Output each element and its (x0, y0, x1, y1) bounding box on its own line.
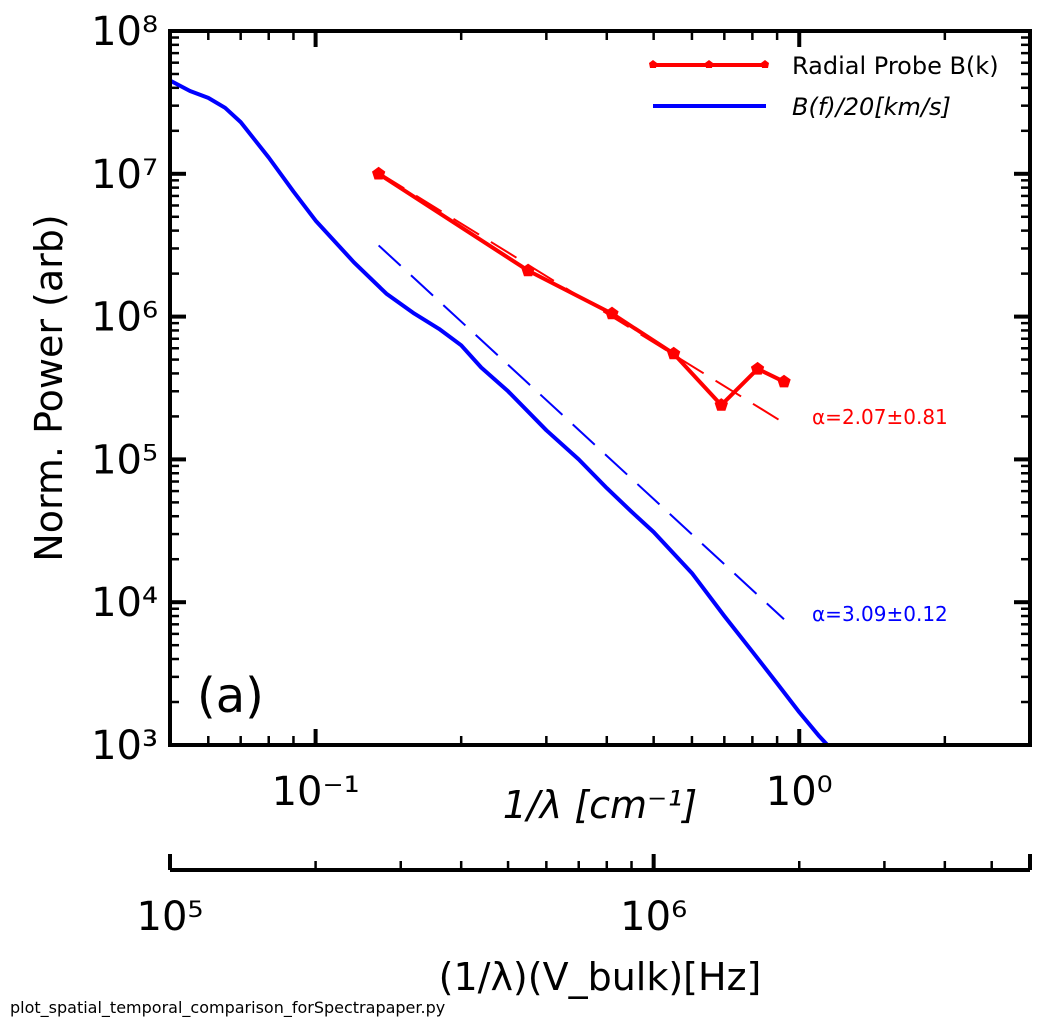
series-line-bf (170, 78, 831, 745)
x2-tick-label: 10⁶ (620, 894, 687, 940)
y-axis-label: Norm. Power (arb) (27, 214, 71, 561)
data-point-radial-probe (667, 346, 681, 360)
data-point-radial-probe (750, 361, 765, 375)
legend-marker-radial-2 (705, 60, 713, 68)
data-point-radial-probe (777, 374, 791, 388)
legend-marker-radial-1 (649, 60, 657, 68)
legend-label-radial: Radial Probe B(k) (792, 52, 999, 80)
y-tick-label: 10⁸ (91, 9, 158, 55)
y-tick-label: 10⁴ (91, 580, 158, 626)
fit-layer (377, 171, 785, 620)
footer-filename: plot_spatial_temporal_comparison_forSpec… (10, 998, 445, 1018)
tick-labels: 10³ 10⁴ 10⁵ 10⁶ 10⁷ 10⁸ 10⁻¹ 10⁰ 10⁵ 10⁶ (91, 9, 833, 940)
x-tick-label: 10⁰ (766, 769, 833, 815)
fit-line-blue (377, 244, 785, 620)
data-point-radial-probe (605, 306, 619, 320)
series-line-radial-probe (377, 172, 785, 408)
y-tick-label: 10⁷ (91, 152, 158, 198)
y-tick-label: 10⁵ (91, 437, 158, 483)
x-tick-label: 10⁻¹ (272, 769, 360, 815)
x2-tick-label: 10⁵ (137, 894, 204, 940)
data-point-radial-probe (714, 398, 728, 411)
legend-label-bf: B(f)/20[km/s] (792, 93, 951, 121)
x-axis-label-top: 1/λ [cm⁻¹] (503, 783, 697, 827)
x-axis-label-bottom: (1/λ)(V_bulk)[Hz] (439, 955, 762, 999)
fit-annotation-blue: α=3.09±0.12 (812, 602, 948, 626)
plot-frame (168, 29, 1032, 747)
panel-label: (a) (197, 668, 264, 724)
legend-marker-radial-3 (761, 60, 769, 68)
series-layer (170, 78, 831, 745)
fit-line-red (378, 171, 785, 424)
legend: Radial Probe B(k) B(f)/20[km/s] (649, 52, 999, 121)
fit-annotation-red: α=2.07±0.81 (812, 405, 948, 429)
y-tick-label: 10³ (91, 723, 158, 769)
y-tick-label: 10⁶ (91, 295, 158, 341)
